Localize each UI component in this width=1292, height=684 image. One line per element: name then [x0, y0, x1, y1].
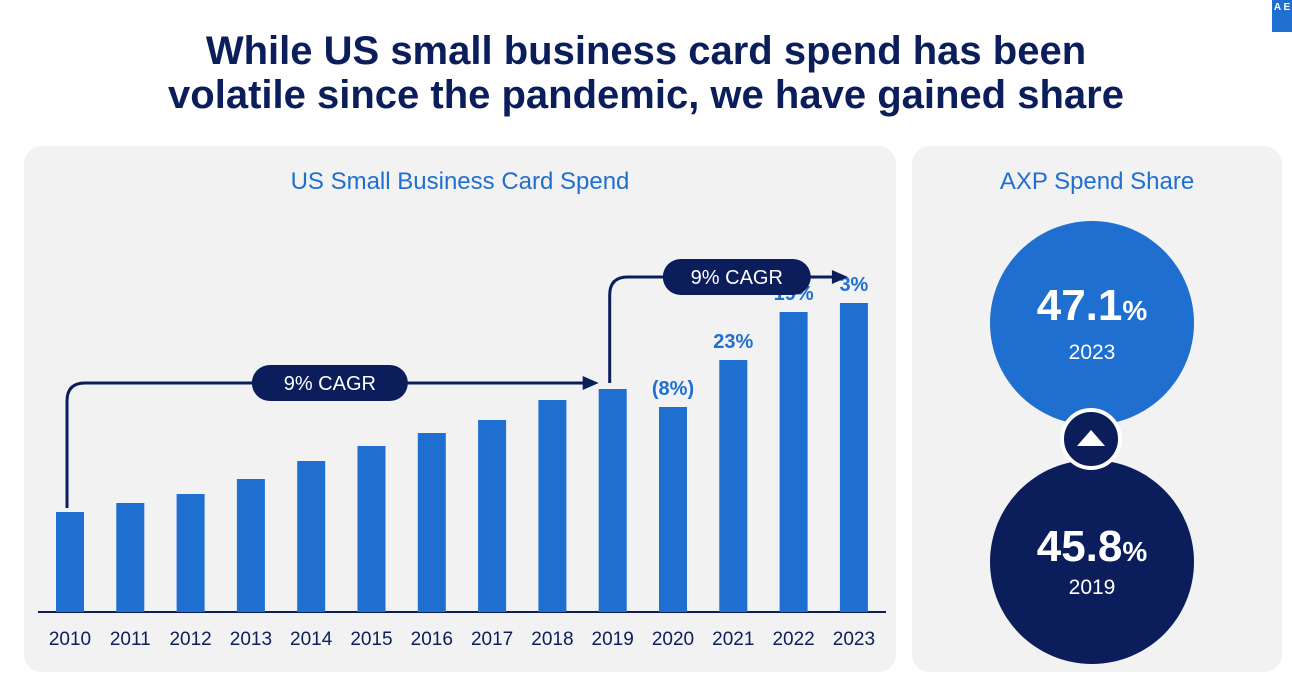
- share-2023-circle: 47.1% 2023: [990, 221, 1194, 425]
- x-tick-label-2014: 2014: [290, 629, 333, 650]
- x-tick-label-2015: 2015: [350, 629, 392, 650]
- x-tick-label-2012: 2012: [169, 629, 211, 650]
- x-tick-label-2020: 2020: [652, 629, 694, 650]
- cagr-label-1: 9% CAGR: [284, 373, 376, 395]
- x-tick-label-2021: 2021: [712, 629, 754, 650]
- x-tick-label-2019: 2019: [592, 629, 634, 650]
- share-2019-year: 2019: [990, 576, 1194, 600]
- bar-2018: [538, 400, 566, 612]
- x-tick-label-2018: 2018: [531, 629, 573, 650]
- x-tick-label-2022: 2022: [772, 629, 814, 650]
- x-tick-label-2013: 2013: [230, 629, 272, 650]
- cagr-arrow-line-1: [67, 383, 585, 508]
- x-tick-label-2010: 2010: [49, 629, 91, 650]
- share-2023-year: 2023: [990, 341, 1194, 365]
- bar-2016: [418, 433, 446, 612]
- bar-2013: [237, 479, 265, 612]
- bar-2012: [177, 494, 205, 612]
- bar-2021: [719, 360, 747, 612]
- bar-2023: [840, 303, 868, 612]
- data-label-2020: (8%): [652, 378, 694, 400]
- bar-2019: [599, 389, 627, 612]
- bar-2010: [56, 512, 84, 612]
- x-tick-label-2011: 2011: [110, 629, 151, 650]
- cagr-arrow-head-1: [583, 376, 599, 390]
- x-tick-label-2017: 2017: [471, 629, 513, 650]
- bar-2022: [780, 312, 808, 612]
- bar-2020: [659, 407, 687, 612]
- share-title: AXP Spend Share: [912, 168, 1282, 196]
- x-tick-label-2016: 2016: [411, 629, 453, 650]
- cagr-label-2: 9% CAGR: [691, 267, 783, 289]
- share-2019-circle: 45.8% 2019: [990, 460, 1194, 664]
- bar-2017: [478, 420, 506, 612]
- up-arrow-icon: [1060, 408, 1122, 470]
- bar-2014: [297, 461, 325, 612]
- data-label-2021: 23%: [713, 331, 753, 353]
- bar-2015: [358, 446, 386, 612]
- bar-2011: [116, 503, 144, 612]
- x-tick-label-2023: 2023: [833, 629, 875, 650]
- share-2019-value: 45.8%: [990, 522, 1194, 572]
- share-2023-value: 47.1%: [990, 281, 1194, 331]
